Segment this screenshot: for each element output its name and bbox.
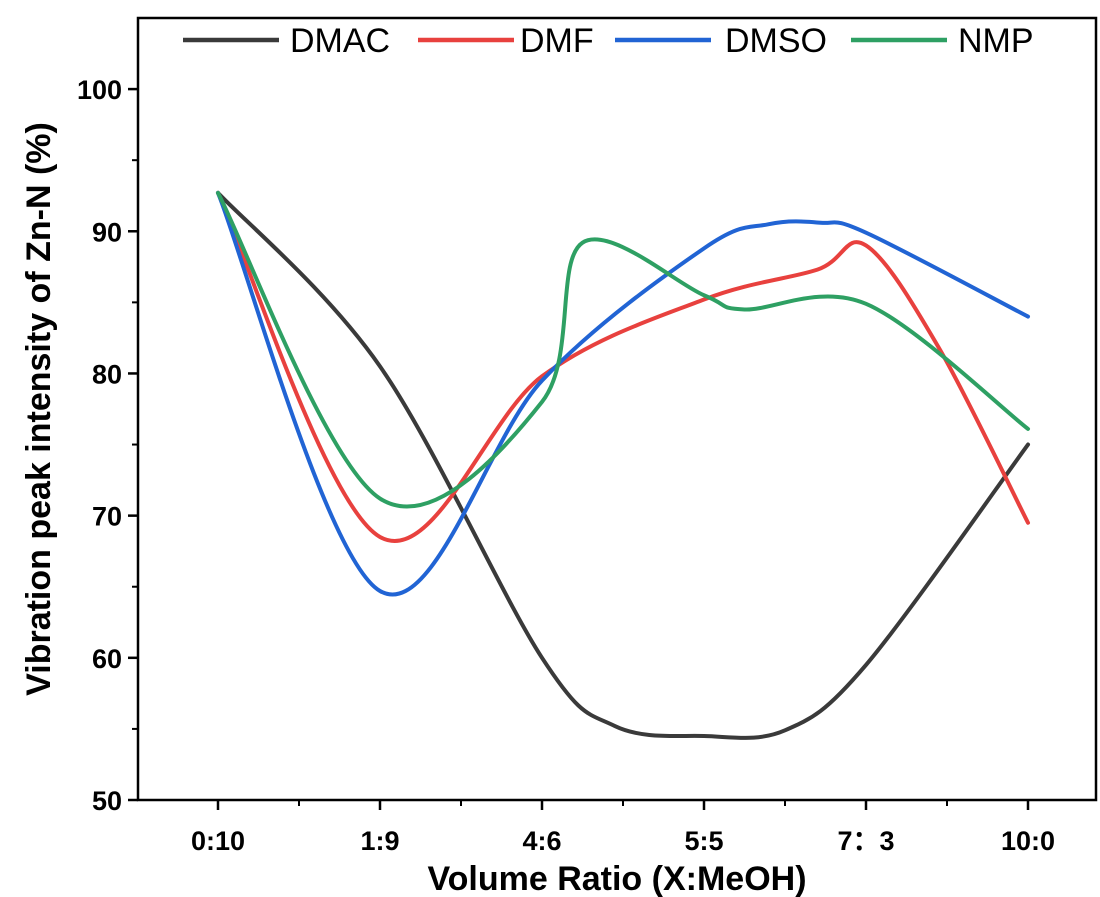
y-tick-label: 80: [92, 359, 122, 389]
legend-label-dmf: DMF: [520, 22, 594, 60]
plot-frame: [136, 16, 1098, 802]
x-tick-label: 1:9: [360, 826, 399, 856]
y-tick-label: 90: [92, 217, 122, 247]
plot-border: [136, 16, 1098, 802]
x-tick-label: 0:10: [191, 826, 245, 856]
series-layer: [216, 190, 1030, 740]
series-line-dmso: [216, 190, 1030, 597]
legend-label-dmso: DMSO: [725, 22, 827, 60]
x-tick-label: 7：3: [837, 826, 894, 856]
legend-label-dmac: DMAC: [290, 22, 390, 60]
series-line-dmf: [216, 190, 1030, 543]
y-tick-label: 100: [77, 75, 122, 105]
series-line-nmp: [216, 190, 1030, 509]
x-tick-label: 5:5: [684, 826, 723, 856]
x-tick-label: 4:6: [522, 826, 561, 856]
y-tick-label: 70: [92, 502, 122, 532]
x-axis: 0:10 1:9 4:6 5:5 7：3 10:0: [191, 800, 1055, 856]
legend-label-nmp: NMP: [958, 22, 1034, 60]
y-tick-label: 60: [92, 644, 122, 674]
series-line-dmac: [216, 190, 1030, 740]
y-axis: 50 60 70 80 90 100: [77, 75, 138, 816]
y-axis-title: Vibration peak intensity of Zn-N (%): [20, 122, 58, 696]
x-tick-label: 10:0: [1001, 826, 1055, 856]
x-axis-title: Volume Ratio (X:MeOH): [427, 860, 806, 897]
y-tick-label: 50: [92, 786, 122, 816]
legend: DMAC DMF DMSO NMP: [183, 22, 1034, 60]
